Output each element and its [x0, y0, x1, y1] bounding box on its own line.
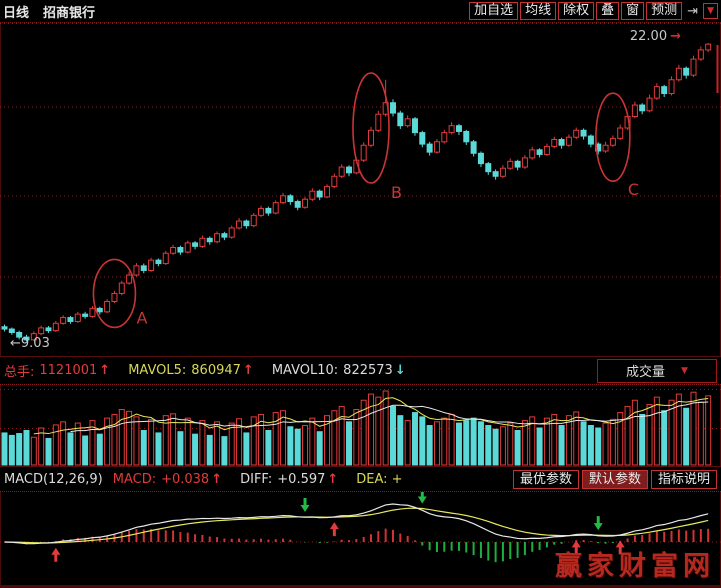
- total-hands-label: 总手:: [4, 365, 35, 380]
- ma-button[interactable]: 均线: [520, 2, 557, 20]
- up-arrow-icon: ↑: [99, 363, 111, 378]
- mavol5-value: 860947: [191, 363, 241, 378]
- forecast-button[interactable]: 预测: [646, 2, 683, 20]
- up-arrow-icon: ↑: [327, 471, 339, 487]
- chevron-down-icon: ▼: [681, 365, 688, 376]
- volume-header: 总手: 1121001 ↑ MAVOL5: 860947 ↑ MAVOL10: …: [0, 356, 721, 385]
- down-arrow-icon: ↓: [394, 363, 406, 378]
- up-arrow-icon: ↑: [211, 471, 223, 487]
- macd-chart[interactable]: [0, 492, 721, 585]
- svg-text:A: A: [136, 308, 147, 327]
- svg-text:B: B: [391, 183, 402, 202]
- title-bar: 日线 招商银行 加自选 均线 除权 叠 窗 预测 ⇥ ▼: [0, 0, 721, 23]
- macd-header: MACD(12,26,9) MACD: +0.038 ↑ DIFF: +0.59…: [0, 466, 721, 492]
- low-price-marker: ←9.03: [10, 336, 50, 351]
- exright-button[interactable]: 除权: [558, 2, 595, 20]
- mavol5-label: MAVOL5:: [128, 363, 187, 378]
- up-arrow-icon: ↑: [242, 363, 254, 378]
- jump-to-end-icon[interactable]: ⇥: [687, 3, 699, 19]
- left-arrow-icon: ←: [10, 336, 21, 351]
- volume-chart[interactable]: [0, 385, 721, 466]
- main-candlestick-chart[interactable]: A B C: [0, 23, 721, 356]
- indicator-selector[interactable]: 成交量 ▼: [597, 358, 717, 383]
- total-hands-value: 1121001: [39, 363, 98, 378]
- diff-value: +0.597: [277, 471, 326, 487]
- window-button[interactable]: 窗: [621, 2, 645, 20]
- optimal-params-button[interactable]: 最优参数: [512, 469, 579, 489]
- add-to-watchlist-button[interactable]: 加自选: [469, 2, 519, 20]
- chart-title: 日线 招商银行: [3, 2, 95, 21]
- period-label: 日线: [3, 5, 30, 21]
- macd-value: +0.038: [161, 471, 210, 487]
- stock-name-label: 招商银行: [43, 5, 96, 21]
- mavol10-label: MAVOL10:: [271, 363, 339, 378]
- chevron-down-icon[interactable]: ▼: [703, 3, 718, 19]
- diff-label: DIFF:: [240, 471, 273, 487]
- macd-title: MACD(12,26,9): [4, 471, 103, 487]
- indicator-help-button[interactable]: 指标说明: [650, 469, 717, 489]
- default-params-button[interactable]: 默认参数: [581, 469, 648, 489]
- macd-buttons: 最优参数 默认参数 指标说明: [512, 469, 717, 489]
- macd-label: MACD:: [112, 471, 157, 487]
- mavol10-value: 822573: [343, 363, 393, 378]
- toolbar: 加自选 均线 除权 叠 窗 预测 ⇥ ▼: [469, 2, 718, 20]
- bottom-border: [0, 585, 721, 588]
- right-arrow-icon: →: [670, 29, 681, 44]
- high-price-marker: 22.00 →: [629, 29, 681, 44]
- dea-value: +: [391, 471, 403, 487]
- overlay-button[interactable]: 叠: [596, 2, 620, 20]
- watermark: 赢家财富网: [555, 551, 715, 582]
- svg-text:C: C: [628, 180, 639, 199]
- dea-label: DEA:: [356, 471, 388, 487]
